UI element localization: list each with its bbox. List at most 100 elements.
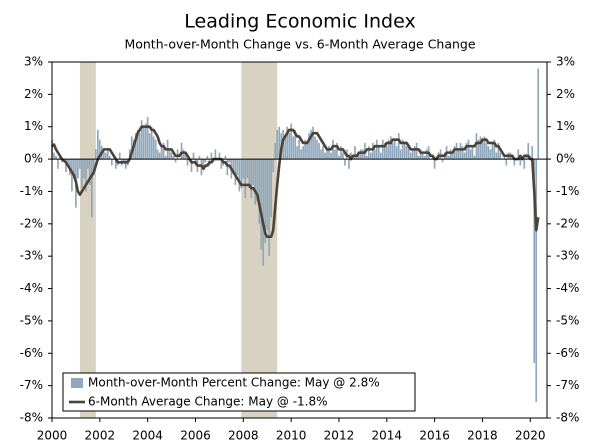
bar [513,159,516,166]
bar [312,126,314,160]
bar [288,133,290,160]
bar [148,133,151,160]
x-tick-label: 2006 [180,429,211,443]
bar [324,152,326,160]
bar [399,149,402,160]
bar [114,159,117,169]
bar [405,146,408,160]
y2-tick-label: 3% [556,55,575,69]
bar [214,149,217,160]
bar [533,159,536,363]
y-tick-label: -2% [20,216,43,230]
bar [469,149,472,160]
bar [397,133,400,160]
bar [130,136,133,160]
legend-swatch [71,378,83,388]
bar [87,159,89,169]
bar [128,149,131,160]
bar [232,159,235,173]
bar [308,133,310,160]
bar [89,159,91,185]
y-tick-label: -5% [20,313,43,327]
bar [106,149,109,160]
bar [453,146,456,160]
bar [198,155,201,160]
bar [387,139,390,160]
bar [479,136,482,160]
bar [407,146,410,160]
x-tick-label: 2008 [228,429,259,443]
legend-label: 6-Month Average Change: May @ -1.8% [88,395,328,409]
bar [425,149,428,160]
recession-shade [241,62,278,418]
bar [483,136,486,160]
bar [375,139,378,160]
bar [523,159,526,169]
bar [218,152,221,160]
bar [421,152,424,160]
bar [517,149,520,160]
bar [531,146,534,160]
bar [250,159,253,198]
x-tick-label: 2004 [132,429,163,443]
bar [417,155,420,160]
bar [142,126,145,160]
bar [264,159,267,244]
x-tick-label: 2018 [467,429,498,443]
y-tick-label: 2% [24,87,43,101]
bar [338,155,340,160]
bar [467,139,470,160]
legend: Month-over-Month Percent Change: May @ 2… [62,372,416,412]
bar [336,142,338,160]
bar [316,139,318,160]
bar [465,142,468,160]
bar [174,159,177,163]
bar [328,146,330,160]
bar [238,159,241,192]
bar [204,159,207,163]
bar [206,155,209,160]
bar [73,159,75,179]
bar [493,139,496,160]
bar [300,149,302,160]
bar [170,152,173,160]
bar [459,142,462,160]
bar [290,123,292,160]
bar [168,149,171,160]
bar [158,152,161,160]
y2-tick-label: 2% [556,87,575,101]
bar [248,159,251,189]
bar [286,126,288,160]
bar [320,149,322,160]
bar [505,159,508,166]
bar [246,159,249,179]
bar [535,159,538,402]
bar [152,136,155,160]
y2-tick-label: -4% [556,281,579,295]
bar [379,152,382,160]
bar [439,149,442,160]
bar [471,146,474,160]
y2-tick-label: -2% [556,216,579,230]
bar [481,139,484,160]
bar [298,139,300,160]
y-tick-label: -6% [20,346,43,360]
x-tick-label: 2010 [276,429,307,443]
bar [172,155,175,160]
bar [278,126,281,160]
bar [403,142,406,160]
y-tick-label: -1% [20,184,43,198]
bar [371,142,374,160]
bar [332,139,334,160]
bar [146,117,149,160]
bar [160,146,163,160]
bar [236,159,239,176]
bar [258,159,261,224]
bar [413,146,416,160]
y-tick-label: -4% [20,281,43,295]
bar [276,129,279,160]
x-tick-label: 2016 [419,429,450,443]
bar [226,159,229,176]
bar [383,142,386,160]
